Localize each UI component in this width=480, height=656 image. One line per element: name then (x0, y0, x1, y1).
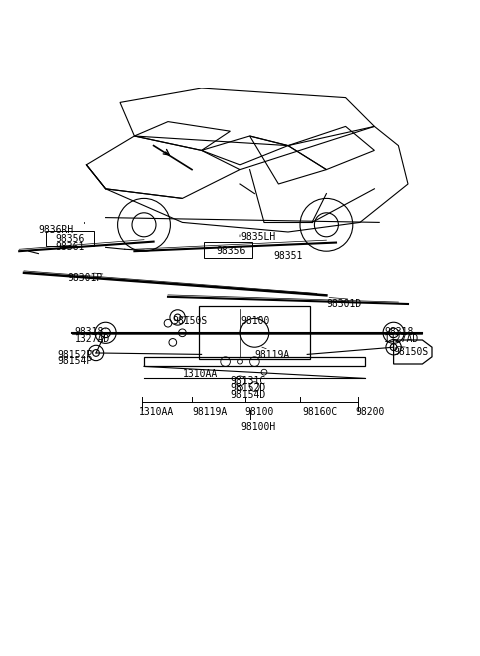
Text: 98119A: 98119A (254, 350, 289, 359)
Text: 98150S: 98150S (394, 347, 429, 358)
Text: 98154D: 98154D (230, 390, 265, 400)
Text: 98301D: 98301D (326, 299, 361, 309)
Text: 98361: 98361 (55, 241, 84, 252)
Text: 1327AD: 1327AD (74, 334, 109, 344)
Text: 98356: 98356 (55, 234, 84, 245)
Text: 9836RH: 9836RH (38, 225, 73, 235)
Text: 98160C: 98160C (302, 407, 337, 417)
Text: 98200: 98200 (355, 407, 384, 417)
Text: 98152P: 98152P (58, 350, 93, 359)
Text: 1310AA: 1310AA (139, 407, 174, 417)
Text: 98100H: 98100H (240, 422, 275, 432)
Text: 1310AA: 1310AA (182, 369, 217, 379)
Text: 1327AD: 1327AD (384, 334, 419, 344)
Text: 98131C: 98131C (230, 376, 265, 386)
Text: 98356: 98356 (216, 247, 245, 256)
Text: 98100: 98100 (245, 407, 274, 417)
Text: 98154P: 98154P (58, 356, 93, 366)
Text: 98119A: 98119A (192, 407, 227, 417)
Text: 98152D: 98152D (230, 383, 265, 393)
Text: 98318: 98318 (384, 327, 413, 337)
Text: 98318: 98318 (74, 327, 104, 337)
Text: 9835LH: 9835LH (240, 232, 275, 242)
Text: 98301P: 98301P (67, 273, 102, 283)
Text: 98100: 98100 (240, 316, 269, 326)
Text: 98351: 98351 (274, 251, 303, 261)
Text: 98150S: 98150S (173, 316, 208, 326)
